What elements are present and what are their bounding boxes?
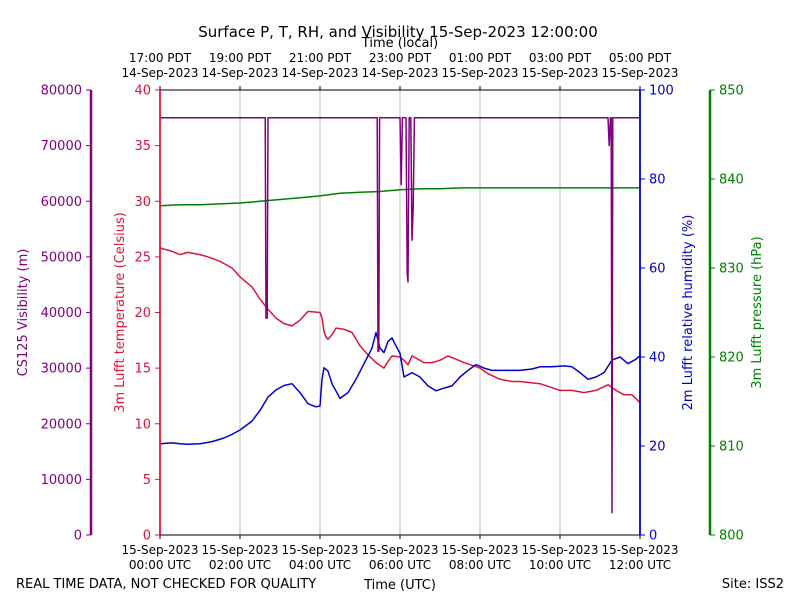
visibility-axis-label: CS125 Visibility (m) — [16, 249, 31, 377]
plot-area — [159, 117, 641, 514]
pressure-axis-label: 3m Lufft pressure (hPa) — [750, 236, 765, 388]
bottom-tick-label: 12:00 UTC — [609, 558, 671, 572]
humidity-tick-label: 100 — [649, 84, 674, 99]
pressure-tick-label: 810 — [719, 440, 744, 455]
visibility-tick-label: 10000 — [41, 473, 82, 488]
bottom-tick-label: 15-Sep-2023 — [281, 543, 358, 557]
top-tick-label: 14-Sep-2023 — [281, 66, 358, 80]
temperature-tick-label: 35 — [134, 139, 151, 154]
top-tick-label: 17:00 PDT — [129, 51, 192, 65]
visibility-tick-label: 60000 — [41, 195, 82, 210]
pressure-tick-label: 850 — [719, 84, 744, 99]
pressure-tick-label: 840 — [719, 173, 744, 188]
humidity-tick-label: 80 — [649, 173, 666, 188]
temperature-tick-label: 40 — [134, 84, 151, 99]
humidity-axis-label: 2m Lufft relative humidity (%) — [681, 215, 696, 411]
top-tick-label: 14-Sep-2023 — [201, 66, 278, 80]
humidity-tick-label: 20 — [649, 440, 666, 455]
bottom-tick-label: 15-Sep-2023 — [521, 543, 598, 557]
temperature-axis-label: 3m Lufft temperature (Celsius) — [113, 212, 128, 413]
top-tick-label: 21:00 PDT — [289, 51, 352, 65]
top-tick-label: 05:00 PDT — [609, 51, 672, 65]
bottom-tick-label: 02:00 UTC — [209, 558, 271, 572]
bottom-tick-label: 08:00 UTC — [449, 558, 511, 572]
visibility-tick-label: 80000 — [41, 84, 82, 99]
temperature-tick-label: 15 — [134, 362, 151, 377]
bottom-tick-label: 15-Sep-2023 — [601, 543, 678, 557]
bottom-axis-label: Time (UTC) — [363, 578, 436, 593]
bottom-tick-label: 10:00 UTC — [529, 558, 591, 572]
top-tick-label: 14-Sep-2023 — [121, 66, 198, 80]
humidity-series-line — [159, 331, 641, 445]
bottom-tick-label: 04:00 UTC — [289, 558, 351, 572]
bottom-tick-label: 15-Sep-2023 — [361, 543, 438, 557]
temperature-tick-label: 25 — [134, 250, 151, 265]
bottom-tick-label: 06:00 UTC — [369, 558, 431, 572]
visibility-tick-label: 0 — [74, 529, 82, 544]
visibility-series-line — [160, 117, 640, 514]
pressure-series-line — [159, 187, 640, 207]
visibility-tick-label: 40000 — [41, 306, 82, 321]
bottom-tick-label: 15-Sep-2023 — [441, 543, 518, 557]
top-tick-label: 03:00 PDT — [529, 51, 592, 65]
top-tick-label: 01:00 PDT — [449, 51, 512, 65]
site-label: Site: ISS2 — [722, 577, 784, 592]
bottom-tick-label: 15-Sep-2023 — [121, 543, 198, 557]
visibility-tick-label: 20000 — [41, 417, 82, 432]
humidity-tick-label: 0 — [649, 529, 657, 544]
pressure-tick-label: 820 — [719, 351, 744, 366]
bottom-tick-label: 15-Sep-2023 — [201, 543, 278, 557]
pressure-tick-label: 830 — [719, 262, 744, 277]
quality-disclaimer: REAL TIME DATA, NOT CHECKED FOR QUALITY — [16, 577, 316, 592]
temperature-series-line — [159, 247, 641, 404]
temperature-tick-label: 5 — [143, 473, 151, 488]
visibility-tick-label: 70000 — [41, 139, 82, 154]
temperature-tick-label: 30 — [134, 195, 151, 210]
top-tick-label: 15-Sep-2023 — [601, 66, 678, 80]
top-tick-label: 15-Sep-2023 — [441, 66, 518, 80]
top-tick-label: 15-Sep-2023 — [521, 66, 598, 80]
visibility-tick-label: 50000 — [41, 250, 82, 265]
humidity-tick-label: 40 — [649, 351, 666, 366]
top-tick-label: 23:00 PDT — [369, 51, 432, 65]
chart-title: Surface P, T, RH, and Visibility 15-Sep-… — [198, 23, 598, 41]
top-axis-label: Time (local) — [361, 36, 438, 51]
visibility-tick-label: 30000 — [41, 362, 82, 377]
humidity-tick-label: 60 — [649, 262, 666, 277]
top-tick-label: 19:00 PDT — [209, 51, 272, 65]
bottom-tick-label: 00:00 UTC — [129, 558, 191, 572]
pressure-tick-label: 800 — [719, 529, 744, 544]
temperature-tick-label: 20 — [134, 306, 151, 321]
temperature-tick-label: 0 — [143, 529, 151, 544]
temperature-tick-label: 10 — [134, 417, 151, 432]
top-tick-label: 14-Sep-2023 — [361, 66, 438, 80]
